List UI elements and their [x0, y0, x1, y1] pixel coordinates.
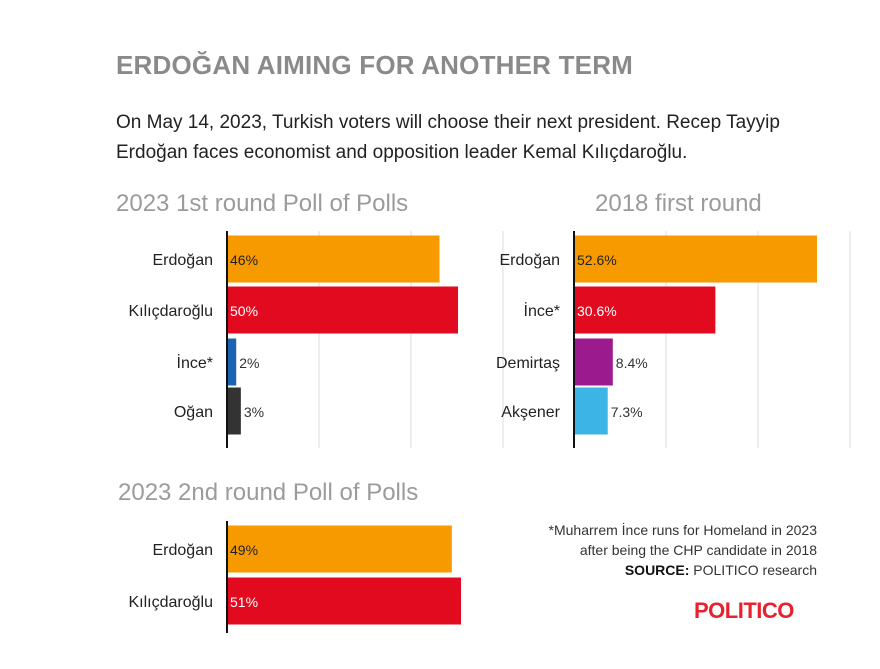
chart-1-value-label: 3% [244, 404, 264, 420]
chart-3-value-label: 51% [230, 594, 258, 610]
chart-3-category-label: Kılıçdaroğlu [129, 594, 214, 611]
footnote-line-1: *Muharrem İnce runs for Homeland in 2023 [548, 522, 817, 538]
chart-1-value-label: 2% [239, 355, 259, 371]
chart-2-bar [574, 387, 608, 435]
chart-2-bar [574, 338, 613, 386]
footnote-line-2: after being the CHP candidate in 2018 [579, 542, 817, 558]
chart-1-bar [227, 387, 241, 435]
chart-2-category-label: Akşener [501, 404, 560, 421]
chart-2-category-label: Erdoğan [500, 252, 561, 269]
chart-2-value-label: 52.6% [577, 252, 617, 268]
chart-1-title: 2023 1st round Poll of Polls [116, 190, 409, 217]
chart-3-category-label: Erdoğan [153, 542, 214, 559]
chart-1-bar [227, 338, 237, 386]
source-label: SOURCE: [624, 562, 690, 578]
chart-2-bar [574, 286, 716, 334]
chart-3-value-label: 49% [230, 542, 258, 558]
chart-1-category-label: İnce* [177, 353, 213, 372]
source-text: POLITICO research [689, 562, 817, 578]
politico-logo: POLITICO [694, 598, 794, 623]
page-title: ERDOĞAN AIMING FOR ANOTHER TERM [116, 50, 634, 80]
footnote: *Muharrem İnce runs for Homeland in 2023… [470, 520, 817, 580]
chart-1-category-label: Erdoğan [153, 252, 214, 269]
chart-2-category-label: İnce* [524, 301, 560, 320]
chart-2-title: 2018 first round [595, 190, 762, 217]
chart-2-value-label: 30.6% [577, 303, 617, 319]
chart-2-bar [574, 235, 817, 283]
chart-2-category-label: Demirtaş [496, 355, 560, 372]
chart-2-value-label: 8.4% [616, 355, 648, 371]
chart-1-value-label: 46% [230, 252, 258, 268]
chart-2-value-label: 7.3% [611, 404, 643, 420]
chart-1-bar [227, 286, 458, 334]
chart-3-bar [227, 525, 452, 573]
chart-1-category-label: Kılıçdaroğlu [129, 303, 214, 320]
footnote-source: SOURCE: POLITICO research [470, 560, 817, 580]
chart-3-title: 2023 2nd round Poll of Polls [118, 479, 419, 506]
chart-1-category-label: Oğan [174, 404, 213, 421]
chart-3-bar [227, 577, 461, 625]
chart-1-value-label: 50% [230, 303, 258, 319]
chart-1-bar [227, 235, 440, 283]
page-subtitle: On May 14, 2023, Turkish voters will cho… [116, 112, 780, 163]
